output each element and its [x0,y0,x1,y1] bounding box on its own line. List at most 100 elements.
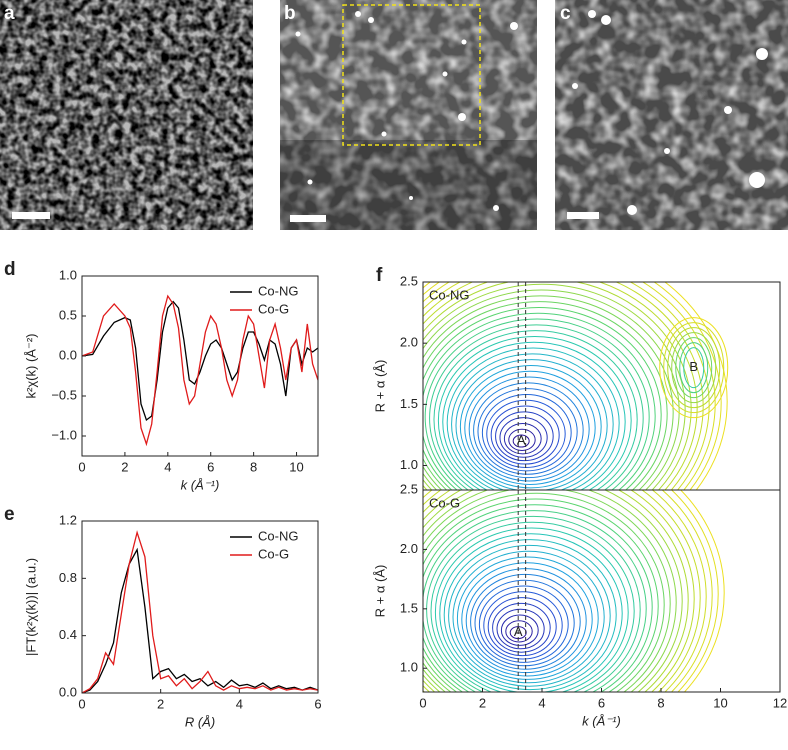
y-tick-label: 2.0 [400,335,418,350]
contour-line [505,620,533,643]
contour-line [423,490,701,692]
contour-line [446,347,620,490]
y-tick-label: 0.5 [59,307,77,322]
line-series [82,294,318,447]
contour-line [667,327,721,409]
y-axis-label: R + α (Å) [372,565,387,618]
contour-line [459,364,602,489]
y-axis-label: k²χ(k) (Å⁻²) [23,334,38,399]
x-tick-label: 4 [538,695,545,710]
x-tick-label: 12 [773,695,787,710]
x-tick-label: 6 [314,696,321,711]
contour-line [474,579,575,667]
contour-line [423,490,707,692]
contour-line [464,370,596,485]
x-tick-label: 0 [78,696,85,711]
y-tick-label: 0.8 [59,570,77,585]
legend-label: Co-G [258,546,289,561]
x-tick-label: 10 [713,695,727,710]
x-tick-label: 2 [157,696,164,711]
contour-line [423,306,662,490]
plot-area [423,490,780,692]
panel-label: f [376,265,383,286]
axes-frame [81,275,319,457]
contour-line [423,282,710,490]
contour-line [455,359,608,490]
contour-line [483,591,563,660]
y-axis-label: R + α (Å) [372,360,387,413]
panel-label: d [4,259,16,280]
x-axis-label: k (Å⁻¹) [181,477,220,492]
plot-area [82,530,318,693]
x-tick-label: 4 [164,459,171,474]
contour-line [423,504,653,692]
contour-line [429,324,644,490]
contour-line [423,490,671,692]
contour-line [423,490,677,692]
x-tick-label: 10 [289,459,303,474]
contour-line [423,282,722,490]
contour-line [424,318,650,490]
contour-line [461,562,593,677]
x-tick-label: 6 [598,695,605,710]
y-tick-label: 1.0 [400,660,418,675]
x-tick-label: 0 [78,459,85,474]
contour-line [671,332,717,404]
contour-line [423,312,656,490]
contour-line [492,602,551,653]
contour-line [426,515,641,692]
contour-line [679,342,709,394]
y-tick-label: 1.5 [400,396,418,411]
axes-frame [81,520,319,694]
contour-line [423,490,695,692]
contour-line [495,411,554,462]
contour-line [423,490,683,692]
contour-line [448,544,611,687]
y-tick-label: 2.5 [400,273,418,288]
contour-line [437,335,632,490]
contour-line [423,490,689,692]
contour-line [423,510,647,692]
contour-line [451,353,614,490]
contour-line [499,417,548,458]
contour-line [456,556,599,680]
contour-line [670,490,719,692]
peak-label: B [689,359,698,374]
y-tick-label: 0.0 [59,347,77,362]
contour-line [433,330,638,490]
panel-label: c [560,3,571,24]
contour-line [423,282,728,490]
contour-line [423,492,665,692]
contour-line [430,521,635,692]
contour-line [442,341,626,490]
x-tick-label: 8 [657,695,664,710]
line-series [82,300,318,422]
x-tick-label: 2 [479,695,486,710]
panel-label: e [4,504,15,525]
peak-label: A [514,624,523,639]
contour-line [508,428,536,451]
contour-line [423,282,704,490]
x-axis-label: k (Å⁻¹) [582,713,621,728]
annotation: Co-G [429,495,460,510]
panel-label: b [284,3,296,24]
legend-label: Co-NG [258,528,298,543]
peak-label: A [517,432,526,447]
contour-line [487,597,557,657]
contour-line [423,295,674,490]
contour-line [452,550,605,684]
y-tick-label: 2.5 [400,481,418,496]
contour-line [478,585,569,663]
contour-line [443,539,617,691]
line-series [82,547,318,693]
y-axis-label: |FT(k²χ(k))| (a.u.) [23,558,38,656]
line-series [82,530,318,693]
x-axis-label: R (Å) [185,714,215,729]
y-tick-label: −0.5 [51,387,77,402]
x-tick-label: 0 [419,695,426,710]
image-c [555,0,788,230]
contour-line [423,289,680,490]
contour-line [423,282,692,490]
contour-line [423,283,686,490]
